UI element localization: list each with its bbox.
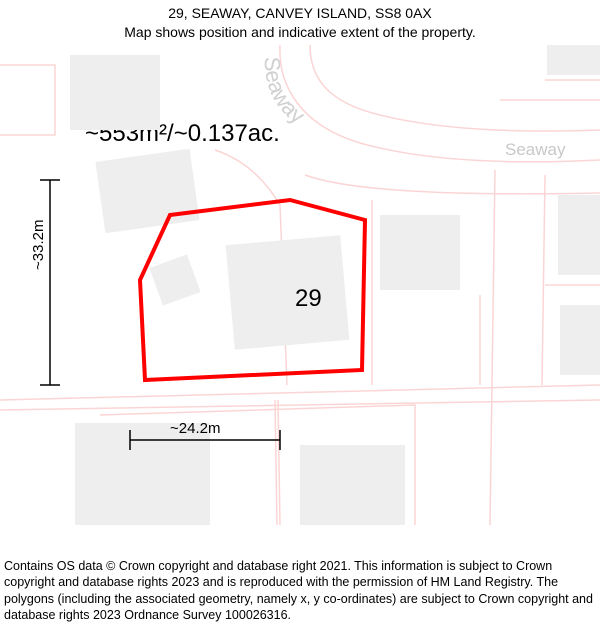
plot-line xyxy=(542,175,545,385)
building-footprint xyxy=(226,235,350,350)
plot-line xyxy=(490,170,495,525)
copyright-footer: Contains OS data © Crown copyright and d… xyxy=(4,558,596,623)
map-subtitle: Map shows position and indicative extent… xyxy=(0,23,600,42)
plot-number-label: 29 xyxy=(295,285,322,313)
map-header: 29, SEAWAY, CANVEY ISLAND, SS8 0AX Map s… xyxy=(0,4,600,42)
building-footprint xyxy=(149,254,200,305)
horizontal-dimension-label: ~24.2m xyxy=(170,420,220,437)
road-name-curved: Seaway xyxy=(260,56,310,128)
map-page: 29, SEAWAY, CANVEY ISLAND, SS8 0AX Map s… xyxy=(0,0,600,625)
building-footprint xyxy=(547,45,600,75)
road-name-flat: Seaway xyxy=(505,140,566,159)
plot-line xyxy=(0,385,600,400)
plot-line xyxy=(278,400,280,525)
building-footprint xyxy=(70,55,160,130)
address-title: 29, SEAWAY, CANVEY ISLAND, SS8 0AX xyxy=(0,4,600,23)
building-footprint xyxy=(560,305,600,375)
plot-line xyxy=(0,65,55,135)
building-footprint xyxy=(380,215,460,290)
building-footprint xyxy=(300,445,405,525)
building-footprint xyxy=(75,423,210,525)
buildings-group xyxy=(70,45,600,525)
vertical-dimension-label: ~33.2m xyxy=(30,220,47,270)
plot-line xyxy=(305,175,600,194)
plot-line xyxy=(275,400,277,525)
building-footprint xyxy=(558,195,600,275)
building-footprint xyxy=(95,149,199,234)
